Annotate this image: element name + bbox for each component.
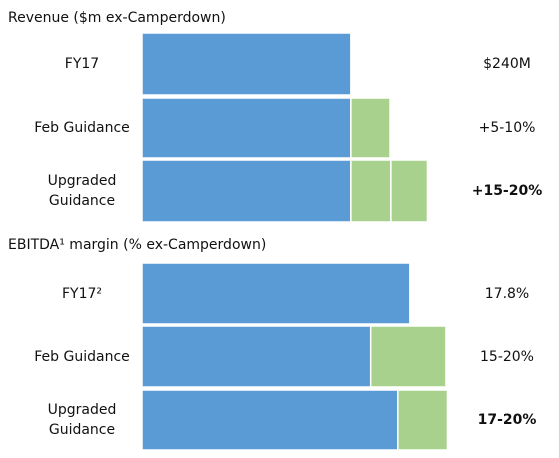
value-annotation: 17.8% <box>484 285 530 302</box>
bar-segment <box>141 325 372 388</box>
category-label: Feb Guidance <box>34 120 130 136</box>
bar-segment <box>390 159 429 223</box>
chart-title: EBITDA¹ margin (% ex-Camperdown) <box>8 237 267 253</box>
bar-segment <box>397 389 449 451</box>
bar-segment <box>369 325 447 388</box>
value-annotation: +15-20% <box>471 183 543 199</box>
value-annotation: +5-10% <box>478 120 536 136</box>
bar-segment <box>350 159 392 223</box>
category-label: Feb Guidance <box>34 348 130 365</box>
bar-segment <box>141 262 411 325</box>
value-annotation: $240M <box>483 56 531 72</box>
bar-segment <box>350 97 391 159</box>
bar-segment <box>141 32 352 96</box>
chart-title: Revenue ($m ex-Camperdown) <box>8 10 226 26</box>
bar-segment <box>141 159 352 223</box>
bar-segment <box>141 389 399 451</box>
value-annotation: 15-20% <box>480 348 534 365</box>
bar-segment <box>141 97 352 159</box>
category-label: Upgraded Guidance <box>47 402 117 438</box>
value-annotation: 17-20% <box>477 412 537 428</box>
category-label: FY17² <box>61 285 103 302</box>
category-label: Upgraded Guidance <box>47 173 117 209</box>
category-label: FY17 <box>64 56 100 72</box>
